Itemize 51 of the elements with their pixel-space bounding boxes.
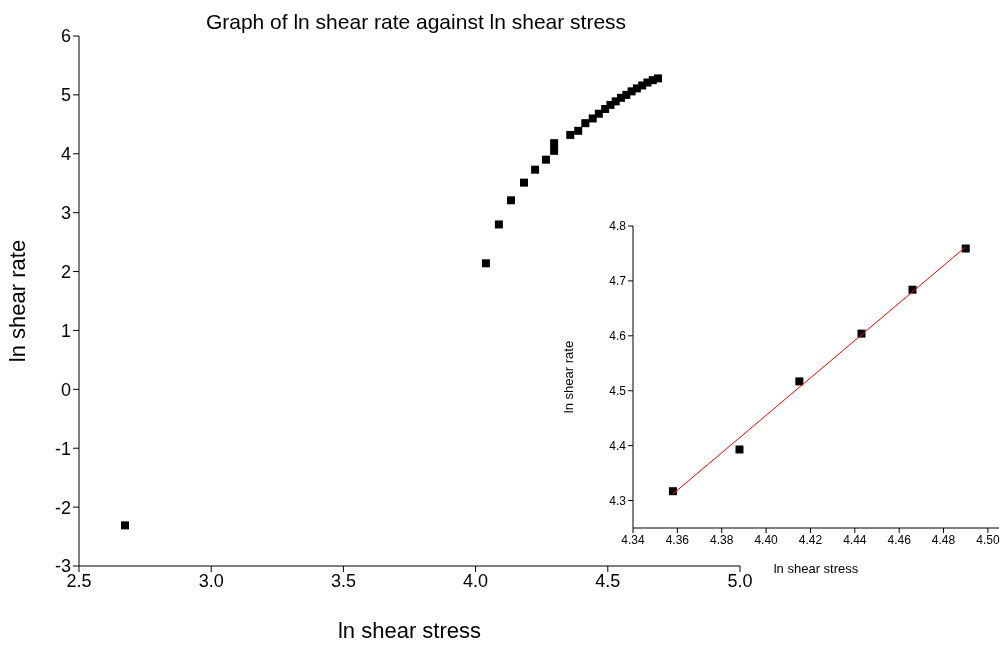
point	[795, 377, 804, 386]
x-tick-label: 4.34	[621, 532, 645, 547]
x-tick-label: 3.5	[330, 570, 356, 591]
y-axis-title: ln shear rate	[560, 340, 576, 414]
x-tick-label: 4.50	[976, 532, 1000, 547]
chart-title: Graph of ln shear rate against ln shear stress	[205, 10, 627, 33]
point	[654, 74, 663, 83]
y-tick-label: 3	[60, 203, 71, 224]
point	[519, 178, 528, 187]
point	[594, 109, 603, 118]
point	[481, 259, 490, 268]
x-tick-label: 4.38	[710, 532, 734, 547]
y-tick-label: 0	[60, 379, 71, 400]
point	[531, 165, 540, 174]
y-tick-label: 4.6	[609, 329, 627, 344]
x-tick-label: 4.36	[665, 532, 690, 547]
x-tick-label: 4.44	[843, 532, 867, 547]
y-tick-label: 1	[60, 320, 71, 341]
y-tick-label: 4.4	[609, 438, 627, 453]
point	[961, 244, 970, 253]
y-tick-label: 4.5	[609, 383, 627, 398]
y-tick-label: 4.3	[609, 493, 627, 508]
point	[541, 155, 550, 164]
x-tick-label: 4.48	[931, 532, 956, 547]
point	[494, 220, 503, 229]
point	[581, 119, 590, 128]
point	[574, 126, 583, 135]
point	[550, 139, 559, 148]
y-axis-title: ln shear rate	[4, 239, 30, 363]
x-tick-label: 4.0	[463, 570, 489, 591]
point	[121, 521, 130, 530]
x-axis-title: ln shear stress	[337, 618, 482, 643]
point	[550, 146, 559, 155]
y-tick-label: -1	[54, 438, 71, 459]
point	[735, 445, 744, 454]
x-tick-label: 5.0	[727, 570, 753, 591]
point	[566, 130, 575, 139]
y-tick-label: 4.8	[609, 219, 627, 234]
point	[507, 196, 516, 205]
x-tick-label: 4.46	[887, 532, 912, 547]
x-tick-label: 4.40	[754, 532, 779, 547]
point	[668, 487, 677, 496]
y-tick-label: 6	[60, 26, 71, 47]
y-tick-label: 4	[60, 144, 71, 165]
y-tick-label: 4.7	[609, 274, 627, 289]
y-tick-label: 2	[60, 261, 71, 282]
y-tick-label: 5	[60, 85, 71, 106]
x-tick-label: 4.42	[798, 532, 823, 547]
x-axis-title: ln shear stress	[773, 561, 859, 576]
x-tick-label: 3.0	[198, 570, 224, 591]
y-tick-label: -2	[54, 497, 71, 518]
